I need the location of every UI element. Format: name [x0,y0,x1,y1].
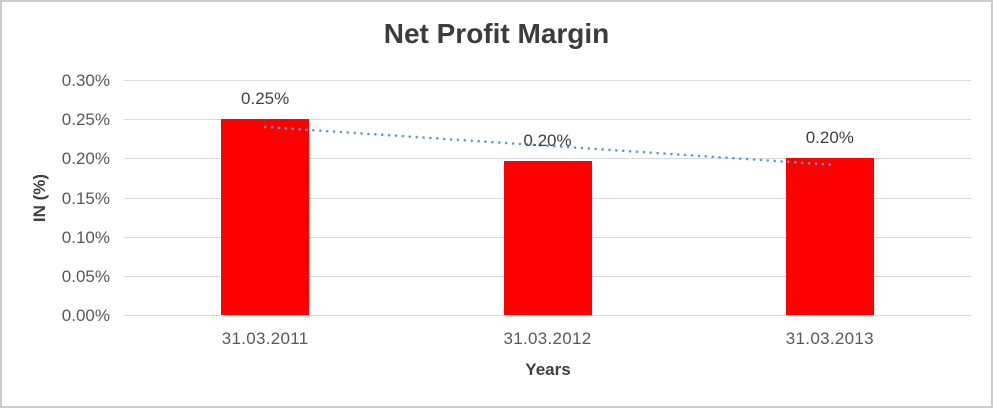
x-tick-label-2: 31.03.2013 [785,329,874,348]
chart-title: Net Profit Margin [383,18,610,49]
y-tick-label-5: 0.05% [61,266,110,286]
data-label-2: 0.20% [805,127,854,147]
data-label-1: 0.20% [523,130,572,150]
y-tick-label-4: 0.10% [61,227,110,247]
gridline-0 [124,80,971,81]
y-tick-label-3: 0.15% [61,188,110,208]
bar-0 [221,119,310,315]
gridline-6 [124,315,971,316]
x-axis-title: Years [525,360,571,379]
y-tick-label-2: 0.20% [61,149,110,169]
data-label-0: 0.25% [241,89,290,109]
y-tick-label-0: 0.30% [61,71,110,90]
bar-1 [503,160,592,315]
x-tick-label-1: 31.03.2012 [503,329,592,348]
bar-2 [785,157,874,315]
gridline-1 [124,119,971,121]
x-tick-label-0: 31.03.2011 [221,329,309,348]
y-tick-label-1: 0.25% [61,110,110,130]
y-tick-label-6: 0.00% [61,306,110,325]
